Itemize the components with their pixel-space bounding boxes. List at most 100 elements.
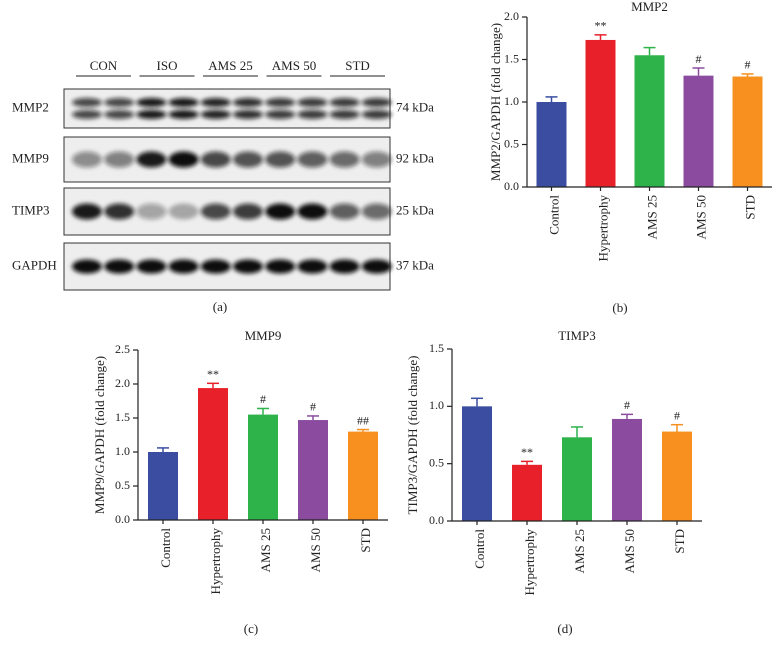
blot-band xyxy=(233,110,263,119)
blot-band xyxy=(265,259,296,274)
blot-band xyxy=(136,259,167,274)
blot-band xyxy=(265,110,296,119)
bar xyxy=(462,406,492,521)
x-tick-label: AMS 50 xyxy=(308,528,323,572)
blot-row-label: MMP2 xyxy=(12,99,49,114)
blot-band xyxy=(168,203,199,220)
y-tick-label: 0.0 xyxy=(504,179,519,193)
y-tick-label: 1.0 xyxy=(115,444,130,458)
blot-band xyxy=(233,203,263,220)
significance-mark: ** xyxy=(595,19,607,33)
blot-band xyxy=(72,259,102,274)
bar xyxy=(248,414,278,520)
blot-band xyxy=(168,110,199,119)
blot-band xyxy=(136,151,167,168)
blot-bands xyxy=(72,203,392,220)
x-tick-label: AMS 25 xyxy=(258,528,273,572)
bar xyxy=(662,431,692,521)
blot-band xyxy=(200,203,231,220)
y-tick-label: 1.5 xyxy=(115,410,130,424)
blot-band xyxy=(168,151,199,168)
panel-label: (a) xyxy=(213,299,227,314)
bar xyxy=(298,420,328,520)
y-tick-label: 1.0 xyxy=(429,398,444,412)
blot-band xyxy=(104,203,135,220)
blot-band xyxy=(297,203,328,220)
x-tick-label: Control xyxy=(158,528,173,568)
y-tick-label: 1.5 xyxy=(429,341,444,355)
blot-bands xyxy=(72,151,392,168)
bar xyxy=(198,388,228,520)
blot-band xyxy=(136,110,167,119)
blot-row-label: TIMP3 xyxy=(12,202,50,217)
y-axis-label: MMP2/GAPDH (fold change) xyxy=(488,23,503,181)
x-tick-label: Control xyxy=(472,529,487,569)
significance-mark: ## xyxy=(357,413,369,427)
y-tick-label: 0.0 xyxy=(115,512,130,526)
x-tick-label: Hypertrophy xyxy=(595,195,610,262)
bar xyxy=(536,102,567,187)
bar xyxy=(732,76,763,187)
lane-group-label: ISO xyxy=(157,58,178,73)
bar xyxy=(348,431,378,520)
x-tick-label: Control xyxy=(546,195,561,235)
blot-band xyxy=(104,98,135,107)
significance-mark: ** xyxy=(521,445,533,459)
blot-band xyxy=(265,151,296,168)
y-tick-label: 1.5 xyxy=(504,51,519,65)
blot-row-size: 37 kDa xyxy=(396,257,434,272)
significance-mark: # xyxy=(674,408,680,422)
x-tick-label: AMS 50 xyxy=(622,529,637,573)
blot-band xyxy=(297,259,328,274)
significance-mark: # xyxy=(260,392,266,406)
blot-band xyxy=(136,98,167,107)
blot-bands xyxy=(72,259,392,274)
blot-band xyxy=(297,151,328,168)
y-axis-label: TIMP3/GAPDH (fold change) xyxy=(405,356,420,515)
lane-group-label: AMS 50 xyxy=(272,58,316,73)
blot-strip xyxy=(63,88,391,129)
y-axis-label: MMP9/GAPDH (fold change) xyxy=(92,356,107,514)
blot-band xyxy=(72,98,102,107)
significance-mark: # xyxy=(310,400,316,414)
lane-group-label: STD xyxy=(345,58,370,73)
lane-group-label: CON xyxy=(90,58,118,73)
blot-band xyxy=(200,110,231,119)
blot-row-size: 25 kDa xyxy=(396,202,434,217)
x-tick-label: Hypertrophy xyxy=(522,529,537,596)
blot-band xyxy=(168,259,199,274)
blot-band xyxy=(361,98,392,107)
bar xyxy=(634,55,665,187)
significance-mark: # xyxy=(624,398,630,412)
blot-band xyxy=(200,259,231,274)
bar xyxy=(683,75,714,187)
significance-mark: ** xyxy=(207,367,219,381)
x-tick-label: AMS 25 xyxy=(644,195,659,239)
blot-row-label: MMP9 xyxy=(12,150,49,165)
panel-label: (b) xyxy=(612,300,627,315)
x-tick-label: STD xyxy=(358,528,373,553)
blot-row-label: GAPDH xyxy=(12,257,57,272)
blot-band xyxy=(72,110,102,119)
blot-band xyxy=(361,203,392,220)
blot-band xyxy=(329,98,360,107)
blot-band xyxy=(136,203,167,220)
blot-band xyxy=(104,259,135,274)
blot-band xyxy=(329,259,360,274)
significance-mark: # xyxy=(696,52,702,66)
x-tick-label: STD xyxy=(672,529,687,554)
blot-band xyxy=(329,203,360,220)
y-tick-label: 2.0 xyxy=(504,9,519,23)
significance-mark: # xyxy=(745,58,751,72)
panel-label: (c) xyxy=(244,621,258,636)
blot-band xyxy=(329,110,360,119)
y-tick-label: 2.5 xyxy=(115,342,130,356)
blot-band xyxy=(168,98,199,107)
lane-group-label: AMS 25 xyxy=(208,58,252,73)
blot-band xyxy=(104,110,135,119)
blot-row-size: 74 kDa xyxy=(396,99,434,114)
y-tick-label: 0.0 xyxy=(429,513,444,527)
blot-bands xyxy=(72,98,392,119)
